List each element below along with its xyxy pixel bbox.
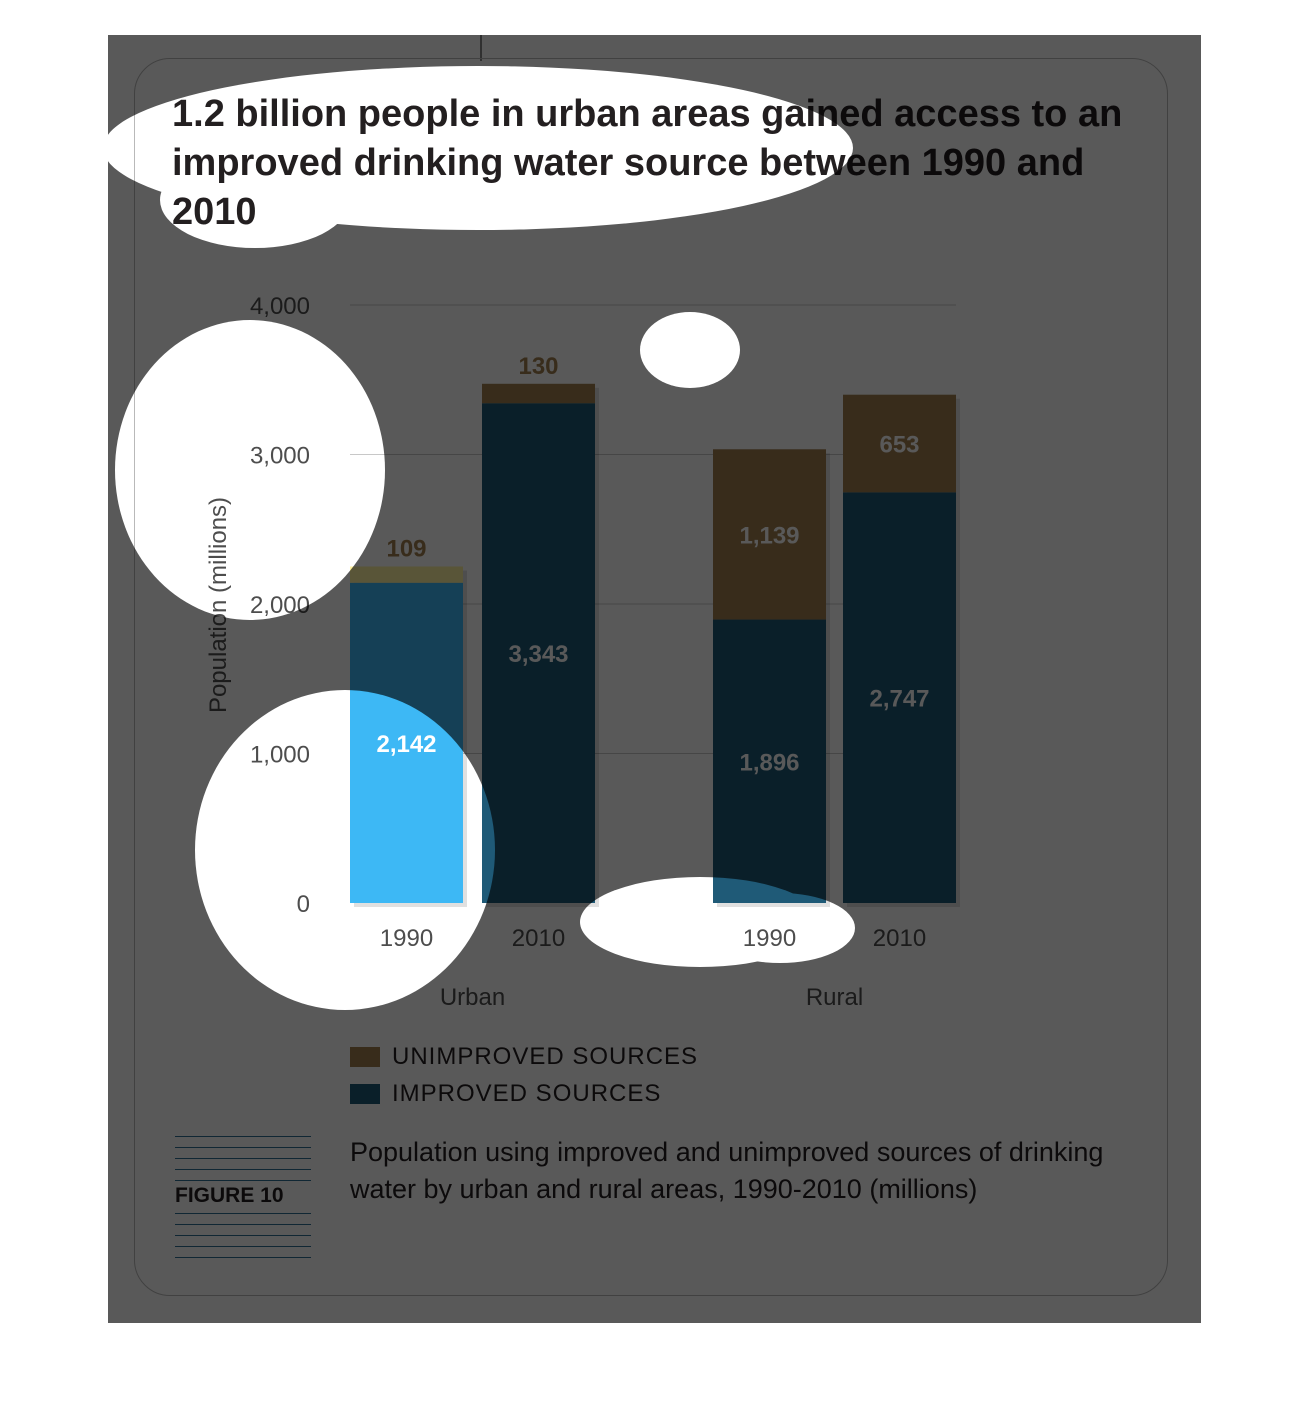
- bar-unimproved: [482, 383, 595, 404]
- x-axis-labels: 1990 2010 Urban 1990 2010 Rural: [380, 925, 926, 1011]
- legend-label-improved: IMPROVED SOURCES: [392, 1079, 662, 1107]
- bars: 2,142 109 3,343 130 1,896 1,139 2,747 653: [350, 353, 960, 907]
- figure-number: FIGURE 10: [175, 1184, 311, 1208]
- legend-swatch-unimproved: [350, 1046, 380, 1067]
- value-label-unimproved: 653: [879, 432, 919, 459]
- value-label-unimproved: 130: [518, 353, 558, 380]
- value-label-improved: 2,747: [869, 686, 929, 713]
- y-tick-label: 3,000: [250, 443, 310, 470]
- bar-unimproved: [350, 566, 463, 583]
- group-label: Rural: [806, 984, 863, 1011]
- x-tick-label: 1990: [743, 925, 796, 952]
- legend-item-unimproved: UNIMPROVED SOURCES: [350, 1038, 698, 1075]
- y-axis-ticks: 0 1,000 2,000 3,000 4,000: [250, 293, 310, 918]
- value-label-improved: 1,896: [739, 749, 799, 776]
- legend: UNIMPROVED SOURCES IMPROVED SOURCES: [350, 1038, 698, 1112]
- figure-badge: FIGURE 10: [175, 1136, 311, 1258]
- legend-item-improved: IMPROVED SOURCES: [350, 1075, 698, 1112]
- y-tick-label: 4,000: [250, 293, 310, 320]
- figure-caption: Population using improved and unimproved…: [350, 1137, 1104, 1204]
- y-tick-label: 1,000: [250, 742, 310, 769]
- y-tick-label: 2,000: [250, 592, 310, 619]
- value-label-improved: 2,142: [376, 731, 436, 758]
- x-tick-label: 2010: [873, 925, 926, 952]
- legend-label-unimproved: UNIMPROVED SOURCES: [392, 1042, 699, 1070]
- value-label-unimproved: 1,139: [739, 522, 799, 549]
- group-label: Urban: [440, 984, 505, 1011]
- x-tick-label: 2010: [512, 925, 565, 952]
- value-label-unimproved: 109: [386, 535, 426, 562]
- x-tick-label: 1990: [380, 925, 433, 952]
- legend-swatch-improved: [350, 1083, 380, 1104]
- value-label-improved: 3,343: [508, 641, 568, 668]
- y-axis-label: Population (millions): [205, 497, 232, 713]
- y-tick-label: 0: [297, 891, 310, 918]
